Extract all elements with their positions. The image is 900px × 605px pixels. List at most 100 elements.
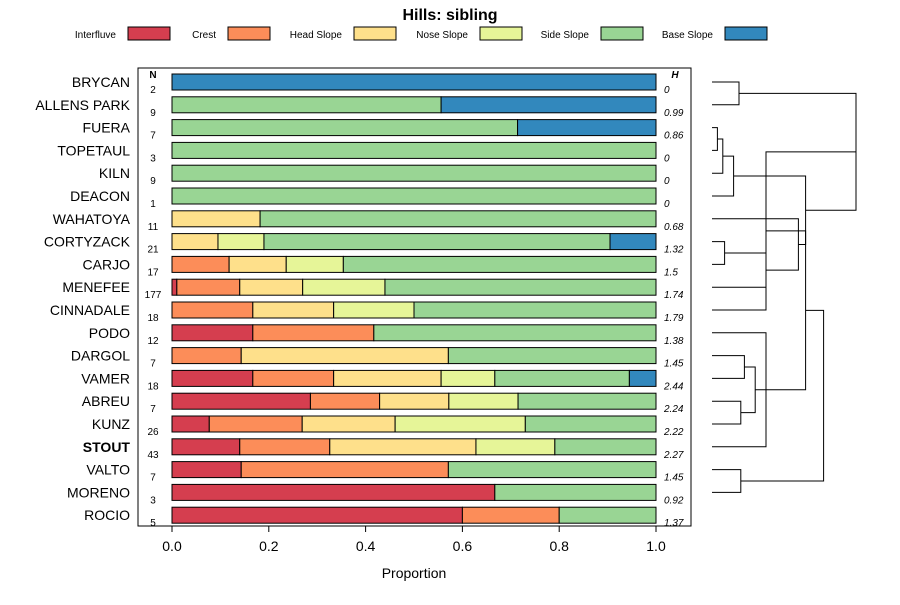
row-label-topetaul: TOPETAUL — [57, 142, 130, 158]
x-tick-label-0-6: 0.6 — [453, 538, 473, 554]
bar-cortyzack-nose-slope — [217, 233, 265, 251]
bar-vamer-side-slope — [494, 369, 630, 387]
n-label-cortyzack: 21 — [147, 245, 159, 256]
n-label-dargol: 7 — [150, 359, 156, 370]
bar-kiln-side-slope — [171, 164, 657, 182]
h-label-valto: 1.45 — [664, 473, 684, 484]
bar-wahatoya-head-slope — [171, 210, 261, 228]
bar-menefee-nose-slope — [302, 278, 386, 296]
bar-valto-interfluve — [171, 461, 242, 479]
bar-menefee-head-slope — [239, 278, 304, 296]
bar-moreno-side-slope — [494, 483, 657, 501]
bar-abreu-interfluve — [171, 392, 311, 410]
legend: Interfluve Crest Head Slope Nose Slope Side … — [75, 26, 768, 41]
x-tick-label-0-4: 0.4 — [356, 538, 376, 554]
row-label-abreu: ABREU — [82, 393, 130, 409]
h-label-wahatoya: 0.68 — [664, 222, 684, 233]
n-label-stout: 43 — [147, 450, 159, 461]
bar-cinnadale-crest — [171, 301, 254, 319]
dendrogram-link-12 — [740, 366, 756, 414]
bar-fuera-base-slope — [517, 119, 657, 137]
bar-abreu-crest — [309, 392, 381, 410]
bar-topetaul-side-slope — [171, 141, 657, 159]
bar-menefee-crest — [176, 278, 241, 296]
legend-label-nose-slope: Nose Slope — [416, 30, 468, 41]
x-tick-label-1-0: 1.0 — [646, 538, 666, 554]
n-label-valto: 7 — [150, 473, 156, 484]
row-label-dargol: DARGOL — [71, 348, 130, 364]
legend-label-head-slope: Head Slope — [290, 30, 343, 41]
dendrogram-link-18 — [740, 309, 825, 482]
h-header: H — [671, 70, 679, 81]
n-label-kiln: 9 — [150, 176, 156, 187]
legend-swatch-crest — [227, 26, 271, 41]
chart-title: Hills: sibling — [402, 7, 497, 24]
bar-vamer-head-slope — [333, 369, 442, 387]
x-axis-label: Proportion — [382, 565, 447, 581]
row-label-menefee: MENEFEE — [62, 279, 130, 295]
row-label-vamer: VAMER — [81, 370, 130, 386]
bar-stout-nose-slope — [475, 438, 556, 456]
n-label-cinnadale: 18 — [147, 313, 159, 324]
bar-stout-crest — [239, 438, 331, 456]
x-tick-label-0-2: 0.2 — [259, 538, 279, 554]
bar-moreno-interfluve — [171, 483, 496, 501]
dendrogram-link-10 — [712, 400, 742, 425]
n-label-rocio: 5 — [150, 518, 156, 529]
bar-stout-interfluve — [171, 438, 241, 456]
bar-carjo-head-slope — [228, 255, 287, 273]
h-label-moreno: 0.92 — [664, 495, 684, 506]
bar-vamer-nose-slope — [440, 369, 496, 387]
bar-allens-park-side-slope — [171, 96, 442, 114]
dendrogram-link-17 — [766, 230, 807, 391]
h-label-rocio: 1.37 — [664, 518, 684, 529]
bar-abreu-side-slope — [517, 392, 657, 410]
bar-brycan-base-slope — [171, 73, 657, 91]
row-label-rocio: ROCIO — [84, 507, 130, 523]
bar-carjo-crest — [171, 255, 230, 273]
n-label-vamer: 18 — [147, 381, 159, 392]
row-label-cortyzack: CORTYZACK — [44, 234, 131, 250]
dendrogram — [712, 81, 857, 493]
n-label-kunz: 26 — [147, 427, 159, 438]
bar-vamer-interfluve — [171, 369, 254, 387]
bar-abreu-head-slope — [379, 392, 450, 410]
bar-cinnadale-head-slope — [252, 301, 335, 319]
legend-swatch-base-slope — [724, 26, 768, 41]
n-label-topetaul: 3 — [150, 153, 156, 164]
legend-label-side-slope: Side Slope — [541, 30, 590, 41]
n-label-deacon: 1 — [150, 199, 156, 210]
bar-menefee-interfluve — [171, 278, 178, 296]
x-tick-label-0-8: 0.8 — [549, 538, 569, 554]
n-label-abreu: 7 — [150, 404, 156, 415]
n-label-menefee: 177 — [145, 290, 162, 301]
bar-abreu-nose-slope — [448, 392, 519, 410]
n-label-carjo: 17 — [147, 267, 159, 278]
row-label-brycan: BRYCAN — [72, 74, 130, 90]
bar-stout-head-slope — [329, 438, 477, 456]
legend-label-interfluve: Interfluve — [75, 30, 117, 41]
bars — [171, 73, 657, 524]
bar-kunz-side-slope — [524, 415, 657, 433]
dendrogram-link-8 — [733, 175, 807, 245]
bar-rocio-crest — [461, 506, 560, 524]
bar-cinnadale-side-slope — [413, 301, 657, 319]
bar-dargol-crest — [171, 347, 242, 365]
h-label-kunz: 2.22 — [663, 427, 684, 438]
h-label-carjo: 1.5 — [664, 267, 678, 278]
dendrogram-link-6 — [712, 252, 767, 288]
row-label-kunz: KUNZ — [92, 416, 131, 432]
row-label-kiln: KILN — [99, 165, 130, 181]
bar-dargol-head-slope — [240, 347, 449, 365]
bar-deacon-side-slope — [171, 187, 657, 205]
dendrogram-link-1 — [712, 81, 740, 106]
row-labels: BRYCAN ALLENS PARK FUERA TOPETAUL KILN DEACON… — [35, 74, 130, 523]
legend-swatch-interfluve — [127, 26, 171, 41]
h-label-stout: 2.27 — [663, 450, 684, 461]
bar-vamer-base-slope — [628, 369, 657, 387]
n-label-fuera: 7 — [150, 131, 156, 142]
bar-valto-side-slope — [447, 461, 657, 479]
